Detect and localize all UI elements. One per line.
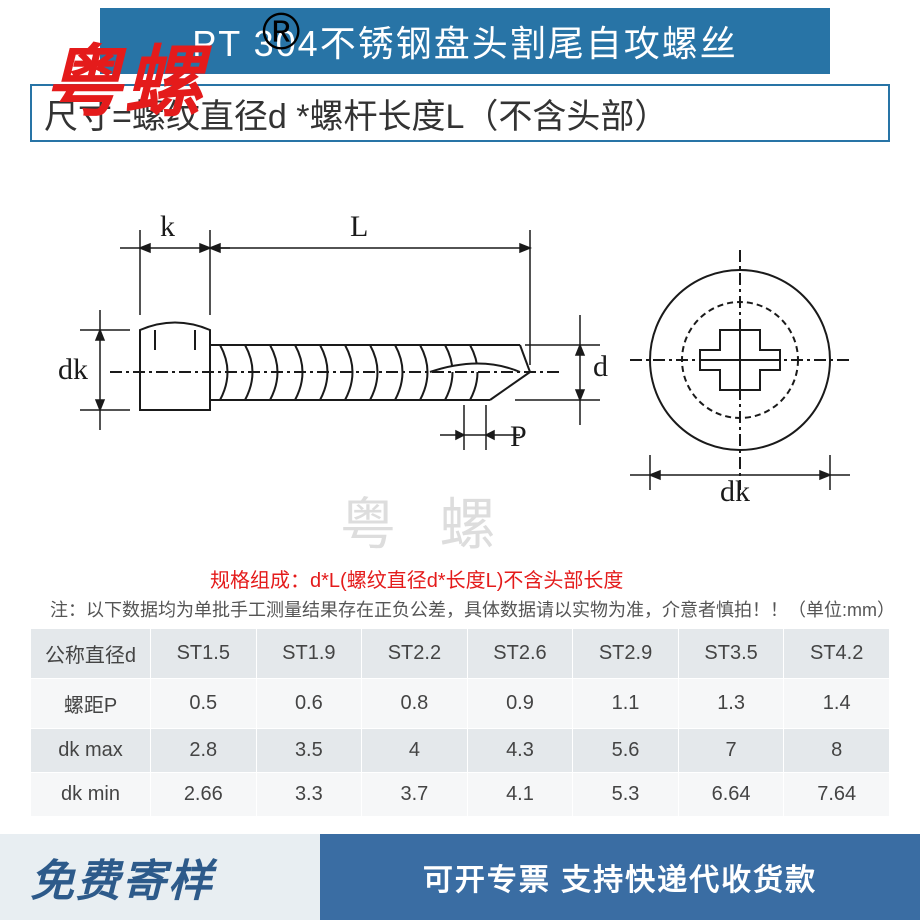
footer-banner: 免费寄样 可开专票 支持快递代收货款 xyxy=(0,834,920,920)
col-header: ST2.2 xyxy=(362,629,468,679)
cell: 4 xyxy=(362,729,468,773)
col-header: ST4.2 xyxy=(784,629,890,679)
row-label: 螺距P xyxy=(31,679,151,729)
cell: 2.8 xyxy=(151,729,257,773)
cell: 7.64 xyxy=(784,773,890,817)
footer-left-text: 免费寄样 xyxy=(30,845,214,909)
cell: 5.3 xyxy=(573,773,679,817)
col-header: ST1.5 xyxy=(151,629,257,679)
col-header: ST2.9 xyxy=(573,629,679,679)
cell: 6.64 xyxy=(678,773,784,817)
footer-left: 免费寄样 xyxy=(0,834,320,920)
title-banner: PT 304不锈钢盘头割尾自攻螺丝 xyxy=(100,8,830,74)
cell: 8 xyxy=(784,729,890,773)
dim-label-dk-left: dk xyxy=(58,353,88,387)
table-header-row: 公称直径d ST1.5 ST1.9 ST2.2 ST2.6 ST2.9 ST3.… xyxy=(31,629,890,679)
col-header: ST3.5 xyxy=(678,629,784,679)
cell: 7 xyxy=(678,729,784,773)
cell: 1.3 xyxy=(678,679,784,729)
cell: 3.3 xyxy=(256,773,362,817)
dim-label-P: P xyxy=(510,420,527,454)
dim-label-d: d xyxy=(593,350,608,384)
brand-overlay: 粤螺 xyxy=(44,20,204,132)
spec-composition-note: 规格组成：d*L(螺纹直径d*长度L)不含头部长度 xyxy=(210,564,623,593)
col-header: 公称直径d xyxy=(31,629,151,679)
cell: 3.7 xyxy=(362,773,468,817)
footer-right-text: 可开专票 支持快递代收货款 xyxy=(423,855,817,899)
dim-label-dk-right: dk xyxy=(720,475,750,509)
cell: 0.6 xyxy=(256,679,362,729)
cell: 0.8 xyxy=(362,679,468,729)
dim-label-L: L xyxy=(350,210,368,244)
cell: 1.1 xyxy=(573,679,679,729)
cell: 4.1 xyxy=(467,773,573,817)
cell: 0.9 xyxy=(467,679,573,729)
cell: 5.6 xyxy=(573,729,679,773)
footer-right: 可开专票 支持快递代收货款 xyxy=(320,834,920,920)
table-row: dk max 2.8 3.5 4 4.3 5.6 7 8 xyxy=(31,729,890,773)
cell: 1.4 xyxy=(784,679,890,729)
table-row: dk min 2.66 3.3 3.7 4.1 5.3 6.64 7.64 xyxy=(31,773,890,817)
cell: 3.5 xyxy=(256,729,362,773)
table-row: 螺距P 0.5 0.6 0.8 0.9 1.1 1.3 1.4 xyxy=(31,679,890,729)
dim-label-k: k xyxy=(160,210,175,244)
cell: 2.66 xyxy=(151,773,257,817)
registered-mark: ® xyxy=(262,2,300,62)
cell: 0.5 xyxy=(151,679,257,729)
row-label: dk min xyxy=(31,773,151,817)
col-header: ST2.6 xyxy=(467,629,573,679)
col-header: ST1.9 xyxy=(256,629,362,679)
table-disclaimer: 注：以下数据均为单批手工测量结果存在正负公差，具体数据请以实物为准，介意者慎拍！… xyxy=(50,596,895,622)
cell: 4.3 xyxy=(467,729,573,773)
row-label: dk max xyxy=(31,729,151,773)
screw-diagram: k L dk d P dk xyxy=(60,200,860,500)
watermark: 粤 螺 xyxy=(340,480,510,561)
specifications-table: 公称直径d ST1.5 ST1.9 ST2.2 ST2.6 ST2.9 ST3.… xyxy=(30,628,890,817)
